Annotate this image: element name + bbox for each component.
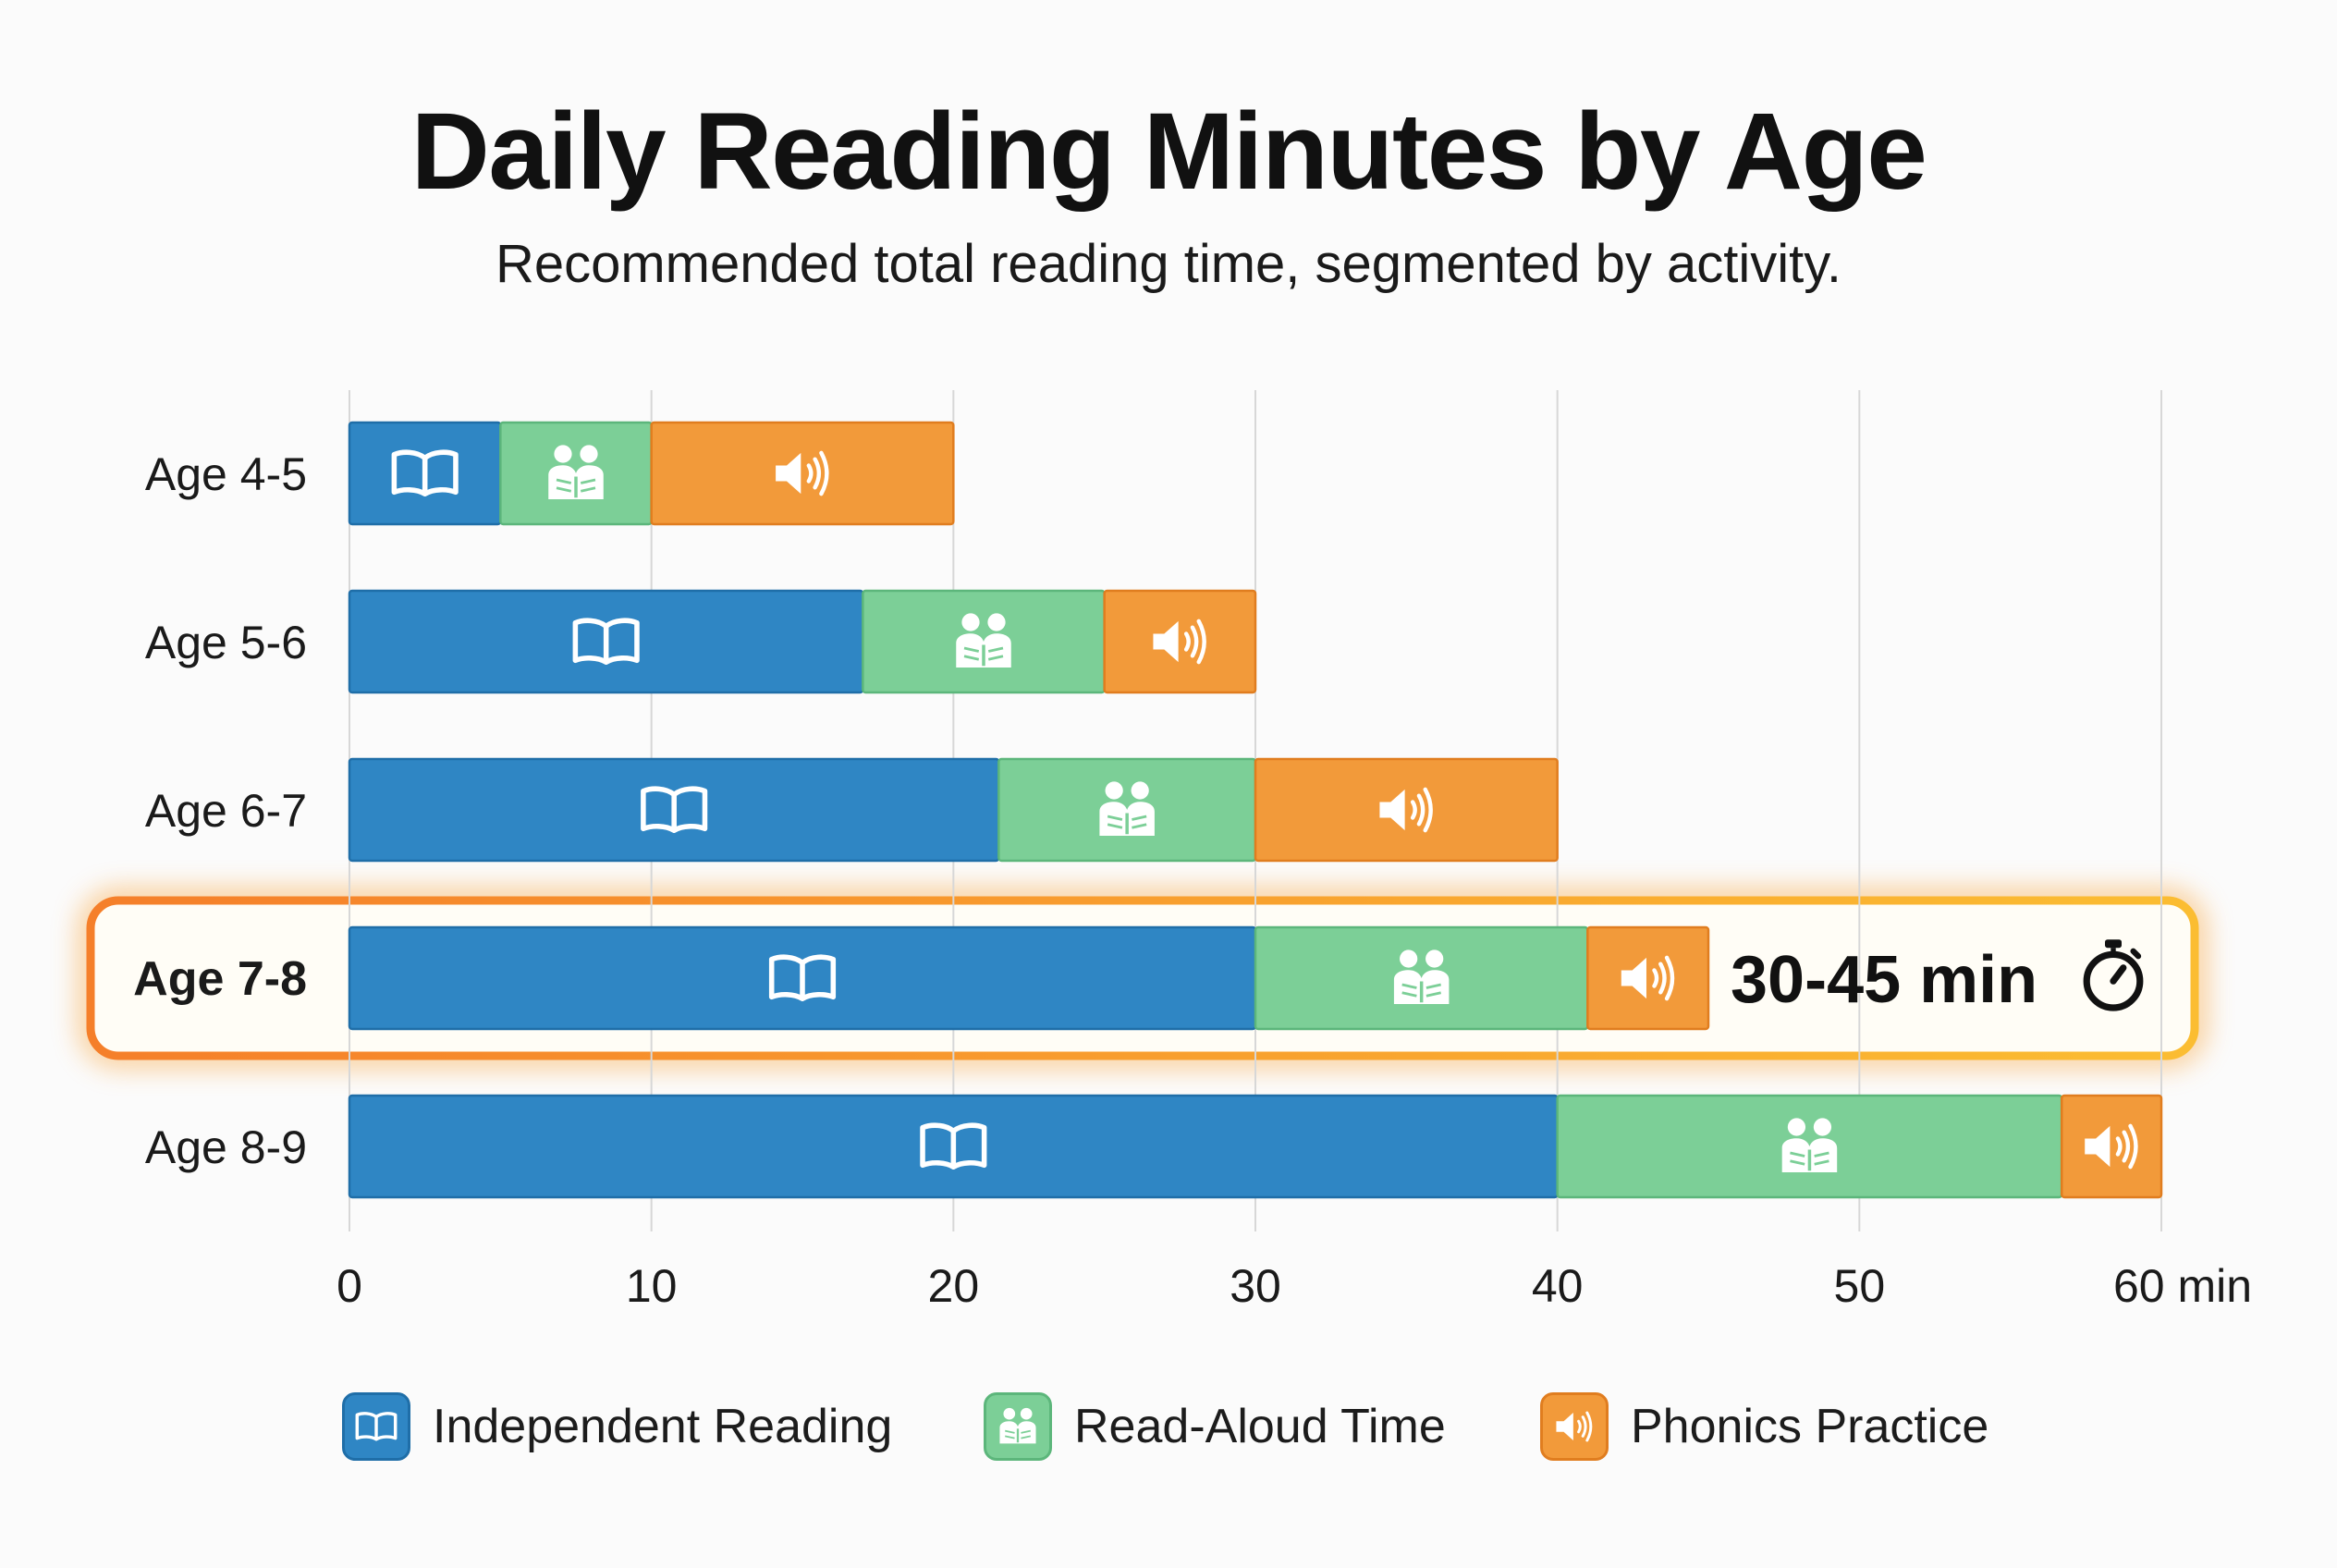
- book-icon: [355, 1405, 398, 1448]
- x-tick-label: 40: [1532, 1260, 1584, 1312]
- reading-together-icon: [998, 1406, 1037, 1445]
- bar-segment: [1254, 757, 1559, 863]
- x-tick-label: 30: [1230, 1260, 1281, 1312]
- bar-segment: [650, 421, 955, 526]
- x-tick-label: 0: [336, 1260, 362, 1312]
- x-tick-label: 60 min: [2113, 1260, 2252, 1312]
- x-tick-label: 10: [626, 1260, 678, 1312]
- chart-subtitle: Recommended total reading time, segmente…: [495, 234, 1842, 294]
- x-tick-label: 20: [928, 1260, 980, 1312]
- legend-item: Read-Aloud Time: [984, 1385, 1446, 1468]
- x-tick-label: 50: [1834, 1260, 1886, 1312]
- highlight-annotation: 30-45 min: [1731, 943, 2037, 1017]
- category-label: Age 6-7: [145, 785, 307, 837]
- legend-item: Independent Reading: [342, 1385, 892, 1468]
- category-label: Age 8-9: [145, 1121, 307, 1173]
- bar-segment: [1103, 589, 1257, 694]
- legend-swatch: [1540, 1392, 1609, 1461]
- chart-title: Daily Reading Minutes by Age: [410, 91, 1927, 213]
- speaker-icon: [1554, 1411, 1593, 1442]
- legend-swatch: [984, 1392, 1052, 1461]
- bar-segment: [2060, 1094, 2163, 1199]
- category-label: Age 5-6: [145, 617, 307, 668]
- category-label: Age 7-8: [133, 952, 307, 1006]
- category-label: Age 4-5: [145, 448, 307, 500]
- legend: Independent Reading Read-Aloud Time Phonic…: [0, 1385, 2337, 1468]
- bar-segment: [1586, 925, 1710, 1031]
- legend-label: Phonics Practice: [1631, 1400, 1989, 1453]
- legend-label: Independent Reading: [433, 1400, 893, 1453]
- legend-label: Read-Aloud Time: [1074, 1400, 1446, 1453]
- legend-item: Phonics Practice: [1540, 1385, 1988, 1468]
- legend-swatch: [342, 1392, 410, 1461]
